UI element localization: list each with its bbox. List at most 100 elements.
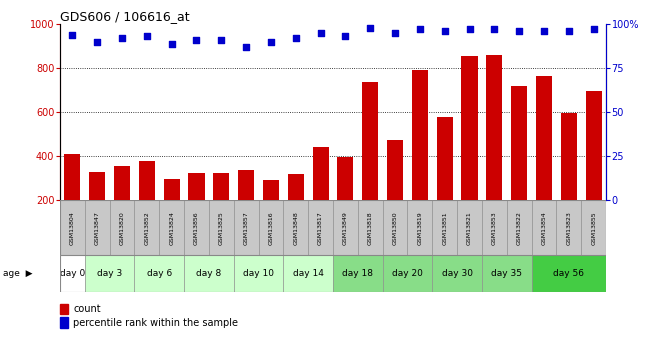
Bar: [188, 172, 204, 200]
Point: [117, 36, 127, 41]
Bar: [482, 255, 531, 292]
Point: [588, 27, 599, 32]
Bar: [283, 200, 308, 255]
Bar: [89, 171, 105, 200]
Text: day 3: day 3: [97, 269, 123, 278]
Bar: [482, 200, 507, 255]
Point: [315, 30, 326, 36]
Bar: [312, 147, 328, 200]
Text: day 56: day 56: [553, 269, 584, 278]
Bar: [114, 166, 130, 200]
Text: GSM13854: GSM13854: [541, 211, 547, 245]
Bar: [362, 82, 378, 200]
Text: GSM13824: GSM13824: [169, 211, 174, 245]
Bar: [234, 255, 283, 292]
Bar: [213, 172, 229, 200]
Bar: [283, 255, 333, 292]
Text: day 6: day 6: [147, 269, 172, 278]
Text: GSM13804: GSM13804: [70, 211, 75, 245]
Bar: [585, 91, 601, 200]
Text: count: count: [73, 304, 101, 314]
Bar: [234, 200, 258, 255]
Point: [390, 30, 400, 36]
Bar: [457, 200, 482, 255]
Text: day 10: day 10: [243, 269, 274, 278]
Point: [191, 37, 202, 43]
Bar: [437, 117, 453, 200]
Text: GSM13847: GSM13847: [95, 211, 100, 245]
Text: GSM13850: GSM13850: [392, 211, 398, 245]
Text: GSM13821: GSM13821: [467, 211, 472, 245]
Text: day 0: day 0: [60, 269, 85, 278]
Bar: [258, 200, 283, 255]
Bar: [531, 200, 556, 255]
Text: GSM13855: GSM13855: [591, 211, 596, 245]
Bar: [135, 200, 159, 255]
Bar: [358, 200, 383, 255]
Text: GSM13849: GSM13849: [343, 211, 348, 245]
Text: age  ▶: age ▶: [3, 269, 33, 278]
Bar: [556, 200, 581, 255]
Bar: [581, 200, 606, 255]
Text: GSM13853: GSM13853: [492, 211, 497, 245]
Point: [464, 27, 475, 32]
Text: day 30: day 30: [442, 269, 473, 278]
Bar: [338, 157, 354, 200]
Bar: [507, 200, 531, 255]
Text: GSM13818: GSM13818: [368, 211, 373, 245]
Text: GDS606 / 106616_at: GDS606 / 106616_at: [60, 10, 190, 23]
Bar: [412, 70, 428, 200]
Text: GSM13817: GSM13817: [318, 211, 323, 245]
Text: GSM13848: GSM13848: [293, 211, 298, 245]
Text: day 20: day 20: [392, 269, 423, 278]
Bar: [288, 174, 304, 200]
Point: [241, 44, 252, 50]
Bar: [333, 200, 358, 255]
Text: GSM13820: GSM13820: [119, 211, 125, 245]
Text: percentile rank within the sample: percentile rank within the sample: [73, 318, 238, 327]
Bar: [383, 255, 432, 292]
Bar: [432, 255, 482, 292]
Point: [514, 28, 525, 34]
Bar: [333, 255, 383, 292]
Point: [266, 39, 276, 45]
Point: [563, 28, 574, 34]
Bar: [408, 200, 432, 255]
Text: GSM13822: GSM13822: [517, 211, 521, 245]
Text: GSM13816: GSM13816: [268, 211, 274, 245]
Bar: [383, 200, 408, 255]
Text: day 14: day 14: [293, 269, 324, 278]
Point: [365, 25, 376, 30]
Point: [290, 36, 301, 41]
Point: [539, 28, 549, 34]
Bar: [139, 160, 155, 200]
Text: GSM13856: GSM13856: [194, 211, 199, 245]
Text: day 35: day 35: [492, 269, 522, 278]
Text: GSM13823: GSM13823: [566, 211, 571, 245]
Bar: [263, 180, 279, 200]
Point: [489, 27, 500, 32]
Point: [440, 28, 450, 34]
Point: [141, 34, 152, 39]
Bar: [85, 200, 110, 255]
Bar: [561, 113, 577, 200]
Bar: [432, 200, 457, 255]
Bar: [184, 200, 209, 255]
Bar: [135, 255, 184, 292]
Point: [216, 37, 226, 43]
Bar: [511, 86, 527, 200]
Bar: [110, 200, 135, 255]
Point: [166, 41, 177, 46]
Point: [340, 34, 351, 39]
Point: [414, 27, 425, 32]
Bar: [531, 255, 606, 292]
Bar: [159, 200, 184, 255]
Bar: [60, 255, 85, 292]
Point: [67, 32, 78, 38]
Text: GSM13851: GSM13851: [442, 211, 447, 245]
Bar: [164, 179, 180, 200]
Bar: [85, 255, 135, 292]
Bar: [536, 76, 552, 200]
Text: GSM13825: GSM13825: [219, 211, 224, 245]
Bar: [486, 55, 502, 200]
